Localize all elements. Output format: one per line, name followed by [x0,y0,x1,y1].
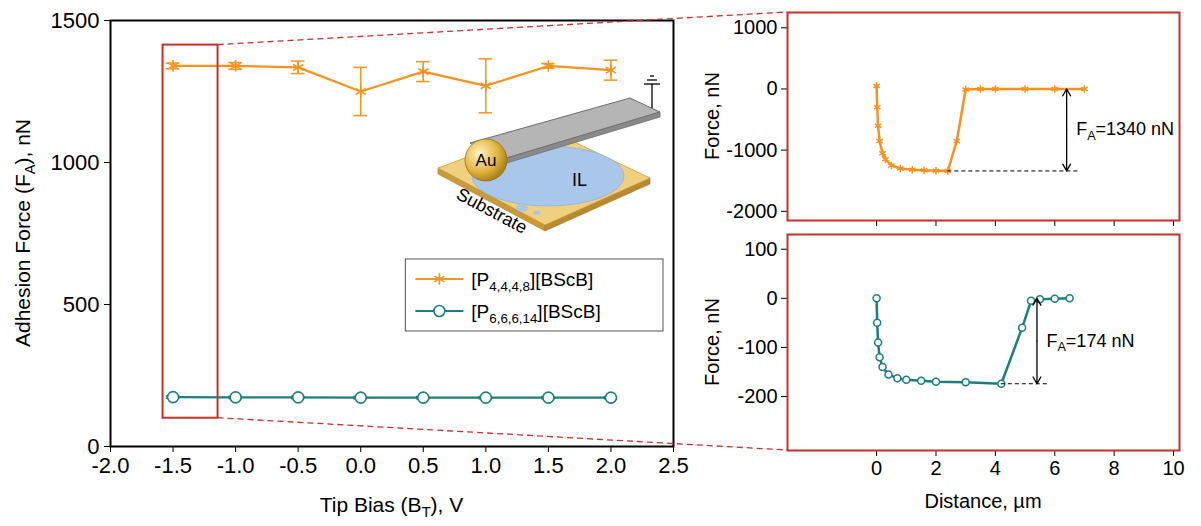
svg-text:Force, nN: Force, nN [701,298,723,386]
svg-text:-1.0: -1.0 [217,453,255,478]
svg-text:-100: -100 [737,336,777,358]
svg-text:-1.5: -1.5 [154,453,192,478]
svg-text:6: 6 [1049,457,1060,479]
svg-text:8: 8 [1109,457,1120,479]
svg-text:Substrate: Substrate [453,184,530,238]
svg-text:0.5: 0.5 [408,453,439,478]
svg-text:-0.5: -0.5 [279,453,317,478]
svg-text:0.0: 0.0 [345,453,376,478]
svg-text:2: 2 [930,457,941,479]
svg-text:2.0: 2.0 [596,453,627,478]
svg-text:Au: Au [476,151,497,170]
svg-text:0: 0 [871,457,882,479]
svg-text:[P4,4,4,8][BScB]: [P4,4,4,8][BScB] [471,269,593,294]
svg-text:100: 100 [744,238,777,260]
svg-text:1.0: 1.0 [471,453,502,478]
svg-text:500: 500 [63,292,100,317]
svg-text:-2.0: -2.0 [92,453,130,478]
svg-text:1500: 1500 [51,8,100,33]
svg-text:0: 0 [766,287,777,309]
svg-text:2.5: 2.5 [658,453,689,478]
svg-text:FA=1340 nN: FA=1340 nN [1076,119,1174,143]
svg-text:IL: IL [572,170,587,190]
svg-text:[P6,6,6,14][BScB]: [P6,6,6,14][BScB] [471,301,600,326]
svg-text:Tip Bias (BT), V: Tip Bias (BT), V [320,493,464,520]
svg-text:-1000: -1000 [726,139,777,161]
svg-text:1000: 1000 [51,150,100,175]
svg-text:10: 10 [1162,457,1184,479]
svg-text:1000: 1000 [733,16,778,38]
svg-text:Force, nN: Force, nN [701,72,723,160]
svg-text:Distance, µm: Distance, µm [924,490,1041,512]
svg-text:-2000: -2000 [726,200,777,222]
svg-text:FA=174 nN: FA=174 nN [1046,331,1134,355]
svg-text:1.5: 1.5 [533,453,564,478]
svg-text:0: 0 [87,433,100,459]
svg-text:-200: -200 [737,385,777,407]
svg-text:0: 0 [766,77,777,99]
svg-text:Adhesion Force (FA), nN: Adhesion Force (FA), nN [11,119,38,347]
svg-text:4: 4 [990,457,1001,479]
